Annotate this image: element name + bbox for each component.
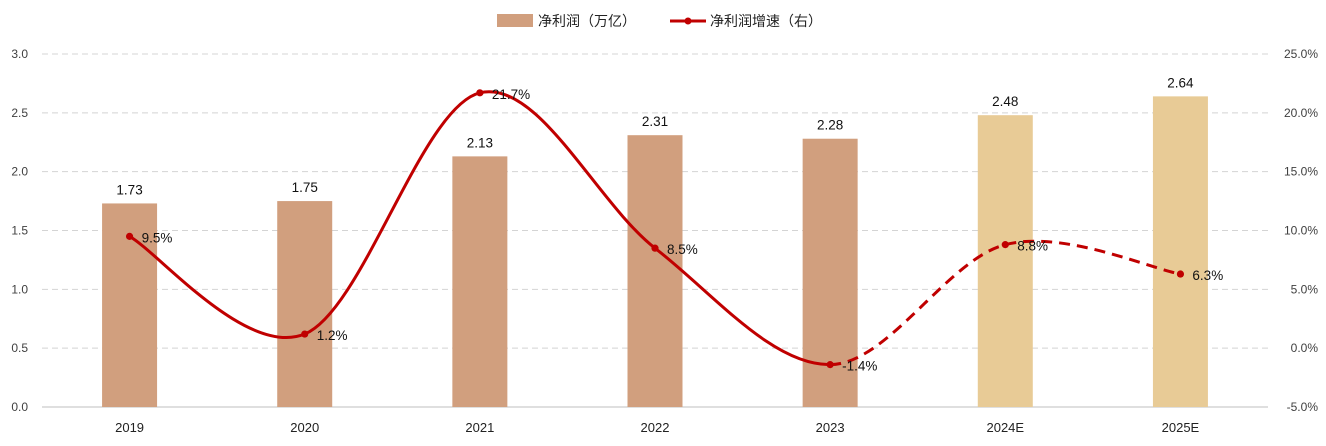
category-label: 2019 xyxy=(115,420,144,435)
bar-value-label: 2.64 xyxy=(1167,75,1194,90)
bar xyxy=(977,115,1033,407)
left-tick-label: 0.0 xyxy=(11,400,28,414)
growth-value-label: 9.5% xyxy=(142,230,173,245)
legend-bar-label: 净利润（万亿） xyxy=(538,13,636,29)
bar xyxy=(277,201,333,407)
bar-value-label: 1.73 xyxy=(116,182,142,197)
legend-line-marker xyxy=(684,17,692,25)
growth-point xyxy=(826,361,834,369)
right-tick-label: 20.0% xyxy=(1284,106,1318,120)
right-tick-label: 15.0% xyxy=(1284,165,1318,179)
left-tick-label: 0.5 xyxy=(11,341,28,355)
left-tick-label: 3.0 xyxy=(11,47,28,61)
growth-point xyxy=(1001,241,1009,249)
category-label: 2022 xyxy=(641,420,670,435)
growth-value-label: 21.7% xyxy=(492,87,530,102)
bar xyxy=(452,156,508,407)
growth-value-label: 6.3% xyxy=(1192,268,1223,283)
growth-value-label: 8.5% xyxy=(667,242,698,257)
bar-value-label: 2.48 xyxy=(992,94,1018,109)
left-tick-label: 2.0 xyxy=(11,165,28,179)
growth-line-actual xyxy=(128,90,832,367)
left-tick-label: 1.5 xyxy=(11,224,28,238)
category-label: 2025E xyxy=(1162,420,1200,435)
growth-point xyxy=(125,232,134,240)
growth-point xyxy=(476,89,484,97)
legend-bar-swatch xyxy=(497,14,533,27)
growth-line-forecast xyxy=(830,239,1181,367)
right-tick-label: 0.0% xyxy=(1291,341,1319,355)
category-label: 2024E xyxy=(986,420,1024,435)
bar-value-label: 2.31 xyxy=(642,114,668,129)
growth-value-label: 1.2% xyxy=(317,328,348,343)
growth-value-label: 8.8% xyxy=(1017,239,1048,254)
line-series xyxy=(125,89,1185,369)
left-tick-label: 2.5 xyxy=(11,106,28,120)
bar-data-labels: 1.73 1.75 2.13 2.31 2.28 2.48 2.64 xyxy=(116,75,1194,197)
growth-point xyxy=(301,330,309,338)
growth-point xyxy=(651,244,659,252)
x-axis-categories: 2019 2020 2021 2022 2023 2024E 2025E xyxy=(115,420,1199,435)
right-tick-label: -5.0% xyxy=(1287,400,1319,414)
category-label: 2021 xyxy=(465,420,494,435)
legend-line-label: 净利润增速（右） xyxy=(710,13,822,29)
growth-point xyxy=(1176,270,1185,278)
right-axis: -5.0% 0.0% 5.0% 10.0% 15.0% 20.0% 25.0% xyxy=(1284,47,1318,414)
bar-value-label: 1.75 xyxy=(292,180,318,195)
legend: 净利润（万亿） 净利润增速（右） xyxy=(497,13,822,29)
line-data-labels: 9.5% 1.2% 21.7% 8.5% -1.4% 8.8% 6.3% xyxy=(142,87,1224,374)
right-tick-label: 10.0% xyxy=(1284,224,1318,238)
category-label: 2023 xyxy=(816,420,845,435)
right-tick-label: 5.0% xyxy=(1291,282,1319,296)
bar-value-label: 2.13 xyxy=(467,135,493,150)
bar-value-label: 2.28 xyxy=(817,118,843,133)
growth-value-label: -1.4% xyxy=(842,359,877,374)
left-axis: 0.0 0.5 1.0 1.5 2.0 2.5 3.0 xyxy=(11,47,28,414)
bar xyxy=(627,135,683,407)
right-tick-label: 25.0% xyxy=(1284,47,1318,61)
left-tick-label: 1.0 xyxy=(11,282,28,296)
bar xyxy=(1152,96,1208,408)
category-label: 2020 xyxy=(290,420,319,435)
